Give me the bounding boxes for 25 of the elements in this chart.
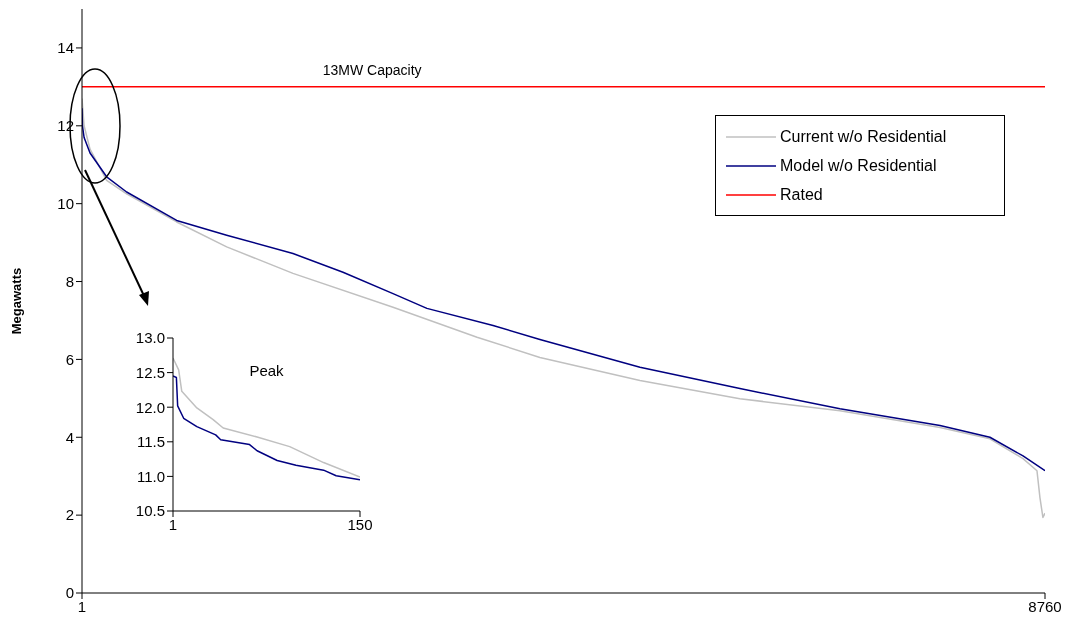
line-series xyxy=(173,357,360,478)
x-tick-label: 1 xyxy=(168,515,178,533)
y-tick-label: 0 xyxy=(65,584,74,602)
y-axis-title: Megawatts xyxy=(8,267,24,335)
annotation: 13MW Capacity xyxy=(322,61,422,78)
y-tick-label: 6 xyxy=(65,350,74,368)
y-tick-label: 11.0 xyxy=(136,467,165,485)
x-tick-label: 150 xyxy=(347,515,373,533)
y-tick-label: 2 xyxy=(65,506,74,524)
y-tick-label: 14 xyxy=(57,39,74,57)
y-tick-label: 8 xyxy=(65,272,74,290)
y-tick-label: 4 xyxy=(65,428,74,446)
legend-label: Current w/o Residential xyxy=(780,127,947,146)
y-tick-label: 11.5 xyxy=(136,433,165,451)
y-tick-label: 13.0 xyxy=(135,329,165,347)
line-series xyxy=(173,375,360,481)
text: Peak xyxy=(249,362,285,379)
legend-label: Model w/o Residential xyxy=(780,156,937,175)
x-tick-label: 1 xyxy=(77,597,87,615)
y-tick-label: 12.5 xyxy=(135,363,165,381)
y-tick-label: 10.5 xyxy=(135,502,165,520)
legend-label: Rated xyxy=(780,185,823,204)
x-tick-label: 8760 xyxy=(1028,597,1062,615)
y-tick-label: 12.0 xyxy=(135,398,165,416)
y-tick-label: 10 xyxy=(57,194,74,212)
